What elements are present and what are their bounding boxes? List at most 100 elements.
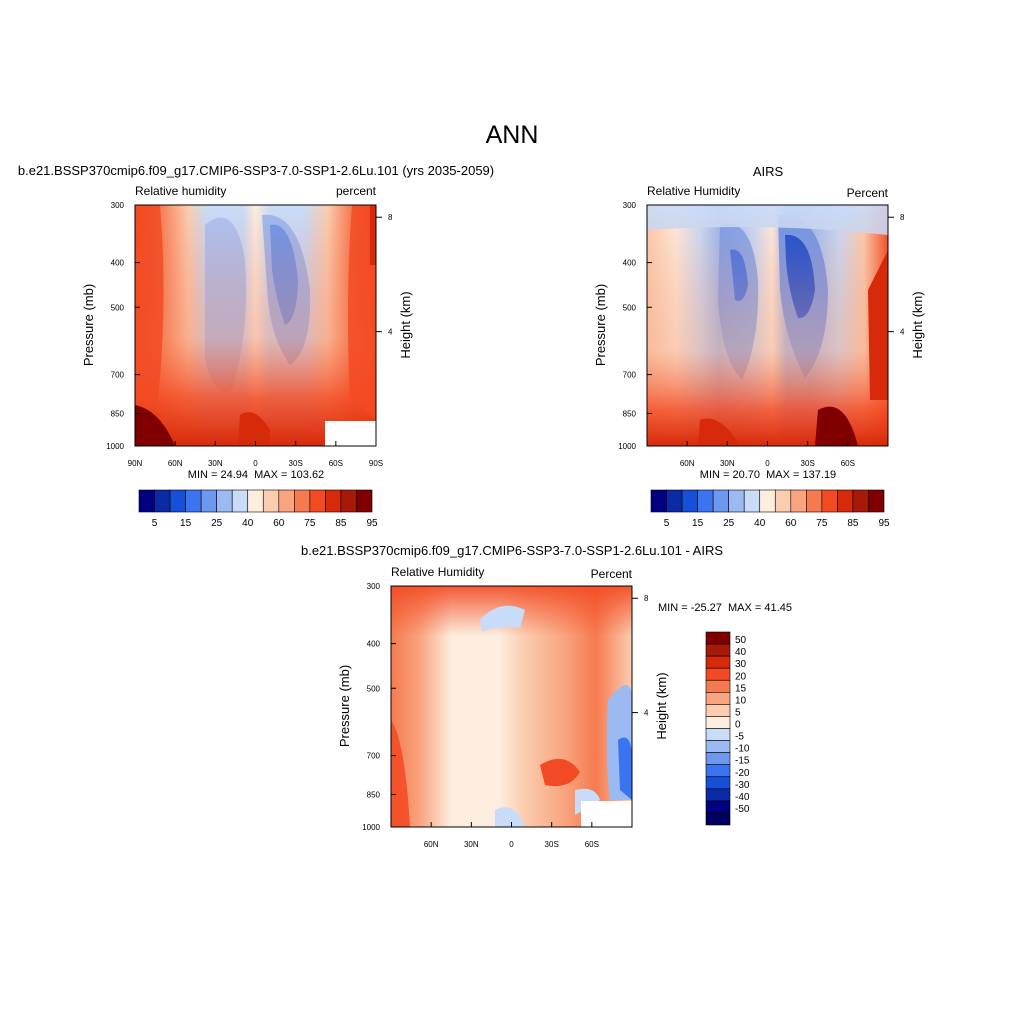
panel-model-title: b.e21.BSSP370cmip6.f09_g17.CMIP6-SSP3-7.… xyxy=(18,163,494,178)
y-right-tick-label: 8 xyxy=(900,213,905,222)
x-tick-label: 30S xyxy=(545,840,559,849)
panel-obs-right-label: Percent xyxy=(847,186,889,200)
colorbar-swatch xyxy=(154,489,171,513)
colorbar-swatch xyxy=(705,692,731,705)
panel-diff-stats: MIN = -25.27 MAX = 41.45 xyxy=(658,602,792,614)
panel-obs-contour-field xyxy=(647,205,888,446)
colorbar-swatch xyxy=(705,704,731,717)
panel-diff-min: -25.27 xyxy=(691,602,722,614)
y-tick-label: 400 xyxy=(623,259,637,268)
panel-diff-max: 41.45 xyxy=(764,602,792,614)
panel-obs-ylabel-right: Height (km) xyxy=(910,291,925,358)
panel-model-colorbar: 5 15 25 40 60 75 85 95 xyxy=(138,489,378,529)
panel-model: b.e21.BSSP370cmip6.f09_g17.CMIP6-SSP3-7.… xyxy=(18,163,494,529)
panel-model-ylabel-right: Height (km) xyxy=(398,291,413,358)
colorbar-swatch xyxy=(712,489,729,513)
panel-obs-axis-ticks: 60N 30N 0 30S 60S 300 400 500 700 850 1000 8 4 xyxy=(618,201,905,468)
colorbar-swatch xyxy=(705,812,731,826)
colorbar-swatch xyxy=(681,489,698,513)
figure-title: ANN xyxy=(486,121,539,149)
panel-model-ylabel: Pressure (mb) xyxy=(81,284,96,366)
colorbar-swatch xyxy=(852,489,869,513)
panel-diff-ylabel-right: Height (km) xyxy=(654,672,669,739)
colorbar-swatch xyxy=(705,667,731,681)
colorbar-label: 40 xyxy=(735,647,747,658)
x-tick-label: 0 xyxy=(765,459,770,468)
panel-diff-ylabel: Pressure (mb) xyxy=(337,665,352,747)
colorbar-swatch xyxy=(790,489,807,513)
panel-obs-stats: MIN = 20.70 MAX = 137.19 xyxy=(700,469,836,481)
x-tick-label: 90N xyxy=(128,459,143,468)
panel-diff-title: b.e21.BSSP370cmip6.f09_g17.CMIP6-SSP3-7.… xyxy=(301,543,723,558)
colorbar-label: 40 xyxy=(754,518,766,529)
colorbar-label: 15 xyxy=(692,518,704,529)
colorbar-label: 25 xyxy=(211,518,223,529)
panel-model-max: 103.62 xyxy=(291,469,325,481)
colorbar-swatch xyxy=(759,489,776,513)
colorbar-label: 60 xyxy=(273,518,285,529)
colorbar-label: 25 xyxy=(723,518,735,529)
y-tick-label: 500 xyxy=(367,684,381,693)
colorbar-label: -30 xyxy=(735,780,750,791)
colorbar-label: 5 xyxy=(735,707,741,718)
panel-diff-left-label: Relative Humidity xyxy=(391,565,484,579)
y-tick-label: 400 xyxy=(367,640,381,649)
colorbar-swatch xyxy=(309,489,326,513)
panel-model-min: 24.94 xyxy=(221,469,249,481)
y-tick-label: 700 xyxy=(111,371,125,380)
panel-model-axis-ticks: 90N 60N 30N 0 30S 60S 90S 300 400 500 700 850 1000 8 4 xyxy=(106,201,393,468)
panel-model-left-label: Relative humidity xyxy=(135,184,226,198)
colorbar-label: 95 xyxy=(366,518,378,529)
y-right-tick-label: 8 xyxy=(388,213,393,222)
colorbar-label: 15 xyxy=(735,683,747,694)
panel-obs-colorbar: 5 15 25 40 60 75 85 95 xyxy=(650,489,890,529)
colorbar-swatch xyxy=(138,489,155,513)
colorbar-swatch xyxy=(837,489,854,513)
y-right-tick-label: 4 xyxy=(644,709,649,718)
colorbar-label: 0 xyxy=(735,720,741,731)
colorbar-swatch xyxy=(356,489,373,513)
colorbar-swatch xyxy=(697,489,714,513)
y-tick-label: 300 xyxy=(111,201,125,210)
x-tick-label: 60N xyxy=(424,840,439,849)
colorbar-swatch xyxy=(705,716,731,729)
y-tick-label: 300 xyxy=(623,201,637,210)
x-tick-label: 30S xyxy=(289,459,303,468)
x-tick-label: 60S xyxy=(585,840,599,849)
panel-obs-max: 137.19 xyxy=(803,469,837,481)
colorbar-label: 75 xyxy=(816,518,828,529)
colorbar-label: 85 xyxy=(847,518,859,529)
colorbar-swatch xyxy=(743,489,761,513)
y-tick-label: 1000 xyxy=(106,442,124,451)
colorbar-swatch xyxy=(705,788,731,802)
x-tick-label: 30S xyxy=(801,459,815,468)
colorbar-label: -20 xyxy=(735,768,750,779)
y-right-tick-label: 8 xyxy=(644,594,649,603)
colorbar-swatch xyxy=(294,489,311,513)
panel-diff-axis-ticks: 60N 30N 0 30S 60S 300 400 500 700 850 1000 8 4 xyxy=(362,582,649,849)
x-tick-label: 90S xyxy=(369,459,383,468)
y-tick-label: 700 xyxy=(367,752,381,761)
panel-obs: AIRS Relative Humidity Percent 60N 30N 0 30… xyxy=(593,164,925,529)
y-tick-label: 400 xyxy=(111,259,125,268)
colorbar-swatch xyxy=(666,489,683,513)
y-right-tick-label: 4 xyxy=(388,328,393,337)
x-tick-label: 60S xyxy=(841,459,855,468)
x-tick-label: 60N xyxy=(168,459,183,468)
colorbar-swatch xyxy=(705,631,731,645)
colorbar-label: 5 xyxy=(152,518,158,529)
y-tick-label: 500 xyxy=(111,303,125,312)
panel-model-min-label: MIN = xyxy=(188,469,221,481)
panel-obs-min: 20.70 xyxy=(733,469,761,481)
colorbar-label: 60 xyxy=(785,518,797,529)
panel-diff-min-label: MIN = xyxy=(658,602,691,614)
colorbar-label: 30 xyxy=(735,659,747,670)
y-tick-label: 850 xyxy=(367,790,381,799)
colorbar-label: 15 xyxy=(180,518,192,529)
colorbar-label: -15 xyxy=(735,756,750,767)
colorbar-label: 50 xyxy=(735,635,747,646)
panel-model-max-label: MAX = xyxy=(248,469,291,481)
colorbar-label: 5 xyxy=(664,518,670,529)
colorbar-label: -50 xyxy=(735,804,750,815)
